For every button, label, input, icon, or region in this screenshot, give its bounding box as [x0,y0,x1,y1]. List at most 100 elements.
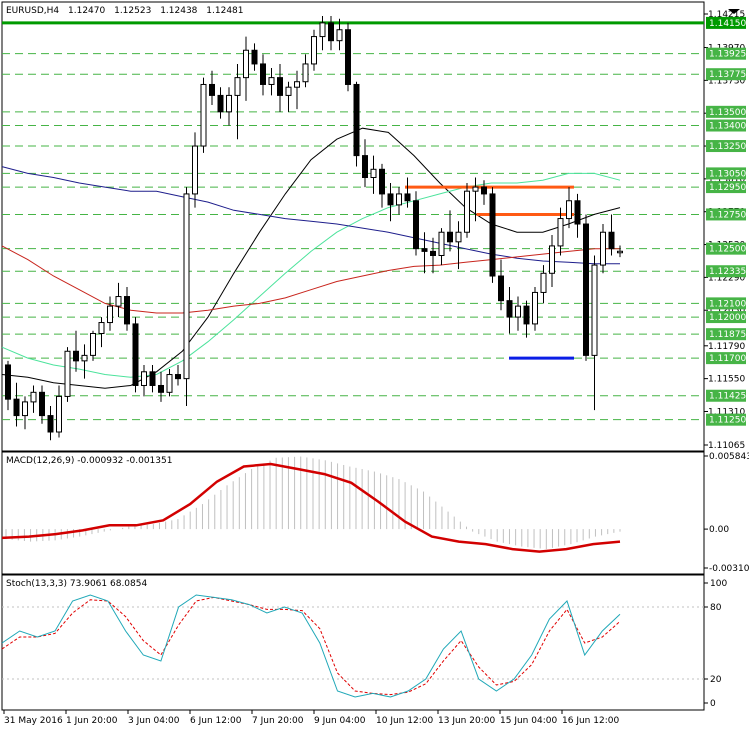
candle-bull [319,22,326,38]
candle-bear [217,94,224,113]
open-value: 1.12470 [68,6,105,16]
time-tick-label: 7 Jun 20:00 [252,716,304,726]
stoch-series [1,594,704,698]
candle-bear [447,231,453,243]
stoch-panel: Stoch(13,3,3) 73.9061 68.0854 100 80 20 0 [1,574,727,711]
candle-bull [166,374,173,393]
highlight-label: 1.14150 [709,19,746,29]
candle-bull [294,81,300,88]
stoch-tick-label: 80 [710,603,722,613]
candle-bull [56,395,62,433]
time-tick-label: 10 Jun 12:00 [376,716,433,726]
candle-bull [549,245,555,274]
high-value: 1.12523 [114,6,151,16]
price-tick-label: 1.13730 [708,76,745,86]
candle-bull [285,86,292,96]
candle-bear [73,350,79,362]
ma-fast-line [1,127,621,389]
candle-bear [353,83,360,157]
time-tick-label: 13 Jun 20:00 [438,716,495,726]
ma-slow-line [1,166,620,265]
level-label-box [706,311,746,324]
candle-bull [370,168,377,179]
level-label: 1.12000 [709,313,746,323]
candle-bull [115,296,122,307]
stoch-main-line [1,594,621,698]
level-label-box [706,389,746,402]
candle-bull [396,193,402,206]
candle-bull [98,322,105,334]
candle-bear [13,398,20,417]
level-label: 1.11425 [709,392,746,402]
candle-bear [345,29,351,85]
candle-bull [532,291,538,325]
candle-bear [251,49,258,65]
time-tick-label: 15 Jun 04:00 [500,716,557,726]
ma-long-line [1,245,620,314]
candle-bear [175,374,181,380]
candle-bull [557,218,564,247]
level-label: 1.13925 [709,50,746,60]
level-label-box [706,208,746,221]
candle-bull [591,264,598,356]
macd-tick-label: -0.003109 [709,564,749,574]
candle-bull [243,49,249,79]
level-label-box [706,242,746,255]
candle-bear [430,250,436,256]
time-tick-label: 6 Jun 12:00 [190,716,242,726]
time-tick-label: 31 May 2016 [4,716,63,726]
candle-bull [22,401,28,417]
price-axis: 1.142151.139701.137301.134901.132501.130… [704,10,746,451]
macd-tick-label: 0.00 [709,525,729,535]
stoch-panel-frame [1,574,705,711]
macd-panel-frame [1,451,705,575]
candle-bull [226,94,232,113]
level-label-box [706,119,746,132]
stoch-tick-label: 20 [710,675,722,685]
low-value: 1.12438 [160,6,197,16]
candle-bear [209,83,215,96]
candle-bull [438,231,445,256]
candle-bull [617,250,623,254]
candle-bull [472,186,479,192]
time-axis: 31 May 2016 1 Jun 20:00 3 Jun 04:00 6 Jun 1… [3,710,619,726]
level-label: 1.12335 [709,267,746,277]
level-label: 1.11875 [709,330,746,340]
candle-bear [387,193,394,206]
candle-bear [574,200,581,225]
collapse-arrow-icon[interactable] [728,9,740,14]
level-label-box [706,167,746,180]
stoch-label: Stoch(13,3,3) 73.9061 68.0854 [6,579,147,589]
candle-bear [498,275,504,302]
price-tick-label: 1.11310 [708,407,745,417]
level-label: 1.12500 [709,245,746,255]
candle-bear [506,300,513,318]
ma-mid-line [1,172,621,378]
level-label: 1.12100 [709,299,746,309]
stoch-axis: 100 80 20 0 [704,579,727,709]
level-label-box [706,328,746,341]
candle-bear [124,296,130,325]
candle-bull [64,350,71,397]
candle-bull [515,305,521,318]
symbol-label: EURUSD,H4 [6,6,59,16]
macd-signal-line [1,462,621,553]
stoch-tick-label: 0 [710,699,716,709]
price-tick-label: 1.13010 [708,175,745,185]
level-label-box [706,140,746,153]
level-label: 1.13775 [709,70,746,80]
level-label-box [706,265,746,278]
candle-bear [362,155,368,179]
candle-bull [540,272,547,293]
macd-panel: MACD(12,26,9) -0.000932 -0.001351 0.0058… [1,451,749,575]
candle-bull [90,332,96,356]
level-label: 1.13050 [709,169,746,179]
candle-bear [489,193,496,277]
highlight-label-box [706,16,746,29]
candle-bear [523,305,530,325]
candle-bear [132,323,139,386]
price-tick-label: 1.11790 [708,342,745,352]
candle-bear [39,391,45,417]
moving-average-lines [1,127,621,389]
